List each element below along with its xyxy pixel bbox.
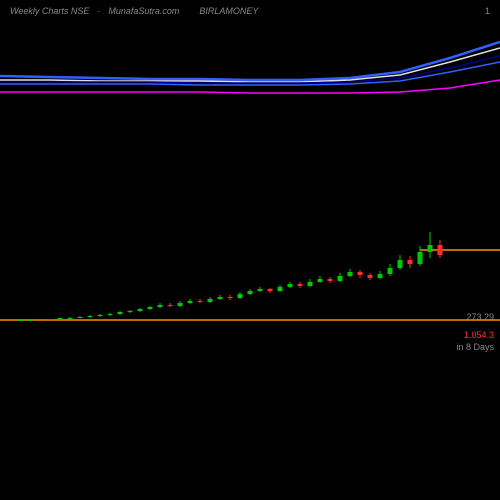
chart-canvas xyxy=(0,0,500,500)
target-label: 1.054.3 xyxy=(464,330,494,340)
price-level-label: 273.29 xyxy=(466,312,494,322)
timeframe-label: in 8 Days xyxy=(456,342,494,352)
